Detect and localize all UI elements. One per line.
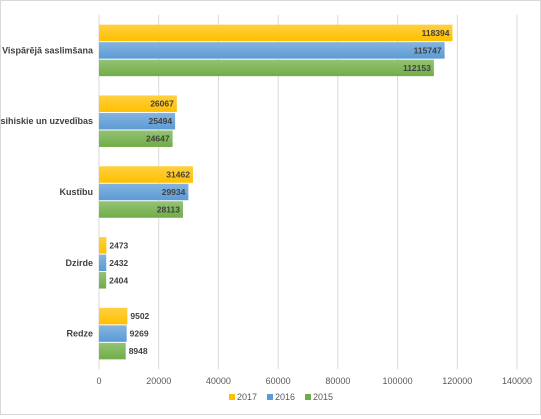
legend-label: 2016 <box>275 392 295 402</box>
legend-label: 2017 <box>237 392 257 402</box>
x-tick-label: 100000 <box>383 376 413 386</box>
data-label: 2432 <box>109 258 128 268</box>
data-label: 115747 <box>414 45 442 55</box>
legend-label: 2015 <box>313 392 333 402</box>
data-label: 29934 <box>162 187 186 197</box>
data-label: 118394 <box>422 28 450 38</box>
data-label: 112153 <box>403 63 431 73</box>
data-label: 9269 <box>130 329 149 339</box>
bar-2016 <box>99 42 445 59</box>
category-label: Redze <box>66 329 93 339</box>
bar-2016 <box>99 112 176 130</box>
x-tick-label: 60000 <box>266 376 291 386</box>
data-label: 28113 <box>157 205 180 215</box>
x-tick-label: 140000 <box>502 376 532 386</box>
category-label: Vispārējā saslimšana <box>2 45 94 55</box>
bar-2015 <box>99 130 173 147</box>
legend-swatch-2017 <box>229 394 235 400</box>
bar-2016 <box>99 254 107 272</box>
x-tick-label: 40000 <box>206 376 231 386</box>
bar-2017 <box>99 166 193 183</box>
legend-swatch-2016 <box>267 394 273 400</box>
bar-2015 <box>99 201 183 218</box>
category-label: Kustību <box>60 187 94 197</box>
data-label: 26067 <box>150 99 174 109</box>
x-tick-label: 120000 <box>442 376 472 386</box>
data-label: 2404 <box>109 275 128 285</box>
category-label: Psihiskie un uzvedības <box>1 116 93 126</box>
data-label: 24647 <box>146 134 170 144</box>
bar-2015 <box>99 342 126 360</box>
x-tick-label: 0 <box>96 376 101 386</box>
data-label: 2473 <box>109 240 128 250</box>
bar-2017 <box>99 237 107 254</box>
bar-2015 <box>99 59 434 77</box>
data-label: 31462 <box>166 170 190 180</box>
bar-2017 <box>99 24 453 42</box>
x-tick-label: 80000 <box>325 376 350 386</box>
bar-2016 <box>99 183 189 201</box>
bar-2017 <box>99 307 128 325</box>
category-label: Dzirde <box>65 258 93 268</box>
data-label: 25494 <box>148 116 172 126</box>
bar-2017 <box>99 95 177 112</box>
bar-2016 <box>99 325 127 342</box>
bar-2015 <box>99 272 107 289</box>
data-label: 9502 <box>130 311 149 321</box>
data-label: 8948 <box>129 346 148 356</box>
legend-swatch-2015 <box>305 394 311 400</box>
x-tick-label: 20000 <box>146 376 171 386</box>
